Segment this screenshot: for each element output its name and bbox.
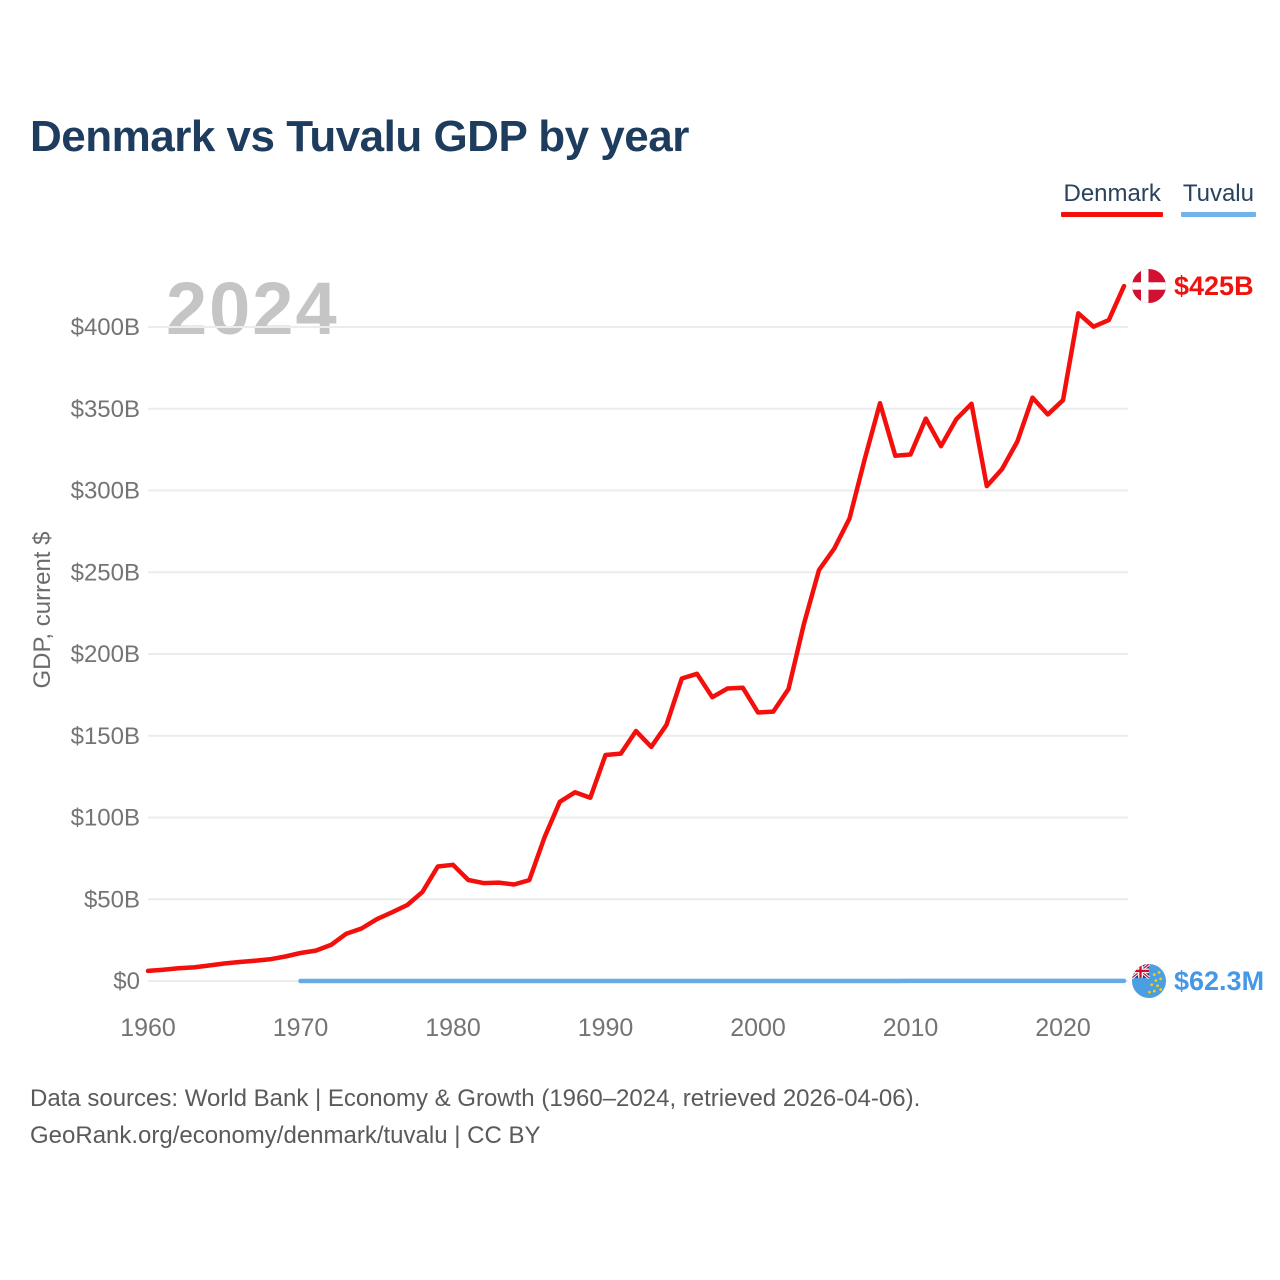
legend-underline-tuvalu <box>1180 212 1256 217</box>
footer-attribution-line: GeoRank.org/economy/denmark/tuvalu | CC … <box>30 1122 541 1149</box>
legend-item-denmark[interactable]: Denmark <box>1061 180 1163 217</box>
x-tick-label: 1980 <box>425 1014 481 1042</box>
tuvalu-end-label: $62.3M <box>1174 965 1265 996</box>
legend-label-tuvalu: Tuvalu <box>1182 180 1254 207</box>
page-title: Denmark vs Tuvalu GDP by year <box>30 112 689 161</box>
y-tick-label: $100B <box>71 805 140 832</box>
y-tick-label: $250B <box>71 559 140 586</box>
y-tick-label: $200B <box>71 641 140 668</box>
legend-label-denmark: Denmark <box>1063 180 1161 207</box>
denmark-end-label: $425B <box>1174 270 1254 301</box>
legend: Denmark Tuvalu <box>1061 180 1256 217</box>
tuvalu-end-marker: $62.3M <box>1132 964 1264 998</box>
footer-source-line: Data sources: World Bank | Economy & Gro… <box>30 1085 921 1112</box>
y-tick-label: $50B <box>84 886 140 913</box>
denmark-flag-icon <box>1132 269 1166 303</box>
x-tick-label: 2000 <box>730 1014 786 1042</box>
y-tick-label: $400B <box>71 314 140 341</box>
y-axis-title: GDP, current $ <box>29 531 56 689</box>
y-tick-label: $0 <box>113 968 140 995</box>
legend-underline-denmark <box>1061 212 1163 217</box>
y-tick-label: $150B <box>71 723 140 750</box>
denmark-end-marker: $425B <box>1132 269 1254 303</box>
footer: Data sources: World Bank | Economy & Gro… <box>30 1080 920 1154</box>
x-tick-label: 1970 <box>273 1014 329 1042</box>
legend-item-tuvalu[interactable]: Tuvalu <box>1180 180 1256 217</box>
x-tick-label: 1960 <box>120 1014 176 1042</box>
y-tick-label: $350B <box>71 396 140 423</box>
tuvalu-flag-icon <box>1132 964 1166 998</box>
x-tick-label: 2020 <box>1035 1014 1091 1042</box>
denmark-line-series[interactable] <box>145 283 1127 974</box>
y-tick-label: $300B <box>71 478 140 505</box>
year-watermark: 2024 <box>166 267 339 350</box>
x-tick-label: 1990 <box>578 1014 634 1042</box>
x-tick-label: 2010 <box>883 1014 939 1042</box>
